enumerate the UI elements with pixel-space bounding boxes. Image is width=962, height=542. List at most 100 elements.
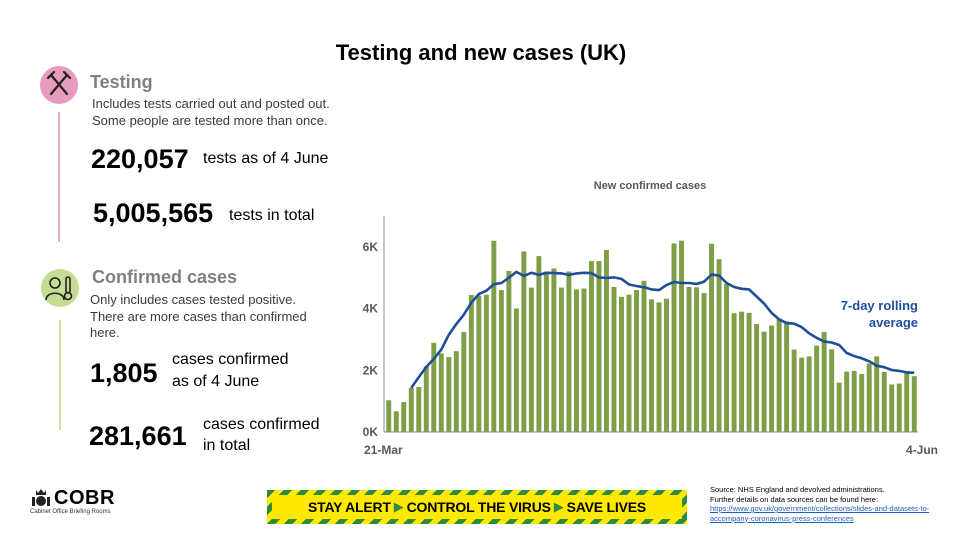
bar [671,243,677,432]
cases-note-1: Only includes cases tested positive. [90,292,296,307]
bar [769,325,775,432]
testing-note-2: Some people are tested more than once. [92,113,328,128]
y-tick-label: 6K [363,240,379,254]
source-link-line-1[interactable]: https://www.gov.uk/government/collection… [710,504,930,513]
rolling-average-label-line-2: average [868,315,918,330]
bar [408,387,414,432]
bar [694,287,700,432]
bar [859,373,865,432]
source-line-1: Source: NHS England and devolved adminis… [710,485,885,494]
bar [581,288,587,432]
testing-divider-line [58,112,60,242]
bar [506,270,512,432]
bar [423,366,429,432]
bar [513,308,519,432]
total-cases-label-2: in total [203,437,251,454]
banner-save-lives: SAVE LIVES [566,499,647,515]
x-end-label: 4-Jun [906,443,938,457]
bar [746,312,752,432]
bar [611,286,617,432]
y-tick-label: 0K [363,425,379,439]
bar [438,353,444,432]
chart-title: New confirmed cases [593,180,707,192]
cobr-subtitle: Cabinet Office Briefing Rooms [30,509,111,515]
bar [536,256,542,432]
total-cases-value: 281,661 [89,421,187,451]
bar [573,289,579,432]
bar [874,356,880,432]
y-tick-label: 2K [363,363,379,377]
cases-note-2: There are more cases than confirmed [90,309,307,324]
cases-heading: Confirmed cases [92,267,238,287]
bar [566,271,572,432]
rolling-average-label-line-1: 7-day rolling [840,298,918,313]
bar [844,371,850,432]
bar [716,259,722,432]
bar [679,240,685,432]
total-tests-value: 5,005,565 [93,198,214,228]
bar [829,349,835,432]
bar [386,400,392,432]
test-tubes-icon [40,66,78,104]
bar [686,286,692,432]
bar [603,249,609,432]
bar [784,321,790,432]
bar [483,294,489,432]
bar [491,240,497,432]
testing-heading: Testing [90,72,153,92]
bar [739,311,745,432]
bar [453,351,459,432]
rolling-average-line [410,270,915,389]
cases-note-3: here. [90,325,120,340]
banner-control-virus: CONTROL THE VIRUS [406,499,551,515]
total-cases-label-1: cases confirmed [203,416,320,433]
bar [543,271,549,432]
bar [701,293,707,432]
bar [814,345,820,432]
bar [476,295,482,432]
bar [498,290,504,432]
testing-note-1: Includes tests carried out and posted ou… [92,96,330,111]
cases-divider-line [59,320,61,430]
bar [776,318,782,432]
bar [656,302,662,432]
new-cases-chart: 0K 2K 4K 6K 21-Mar 4-Jun [363,216,938,457]
bar [896,383,902,432]
bar [649,299,654,432]
royal-crest-icon [32,489,50,506]
daily-cases-label-2: as of 4 June [172,373,260,390]
bar [724,283,730,432]
bar [821,332,827,432]
banner-stay-alert: STAY ALERT [308,499,391,515]
banner-arrow-icon: ▶ [393,499,404,514]
banner-arrow-icon: ▶ [553,499,564,514]
bar [881,371,887,432]
bar [851,370,857,432]
bar [393,411,399,432]
bar [431,342,437,432]
bar [446,357,452,432]
bar [664,298,669,432]
bar [731,313,737,432]
bar [911,376,917,432]
bar [528,287,534,432]
source-link-line-2[interactable]: accompany-coronavirus-press-conferences [710,513,854,523]
bar [836,382,842,432]
thermometer-person-icon [41,269,79,307]
bar [806,356,812,432]
daily-cases-label-1: cases confirmed [172,351,289,368]
cobr-logo-text: COBR [54,487,115,509]
source-line-2: Further details on data sources can be f… [710,494,879,504]
bar [416,386,422,432]
stay-alert-banner: STAY ALERT ▶ CONTROL THE VIRUS ▶ SAVE LI… [267,490,687,524]
bar [596,261,602,432]
daily-cases-value: 1,805 [90,358,158,388]
rolling-average-label: 7-day rolling average [800,297,918,331]
bar [468,294,474,432]
daily-tests-label: tests as of 4 June [203,150,329,167]
bar [799,357,805,432]
total-tests-label: tests in total [229,207,315,224]
daily-tests-value: 220,057 [91,144,189,174]
bar [761,331,767,432]
bar [521,251,527,432]
